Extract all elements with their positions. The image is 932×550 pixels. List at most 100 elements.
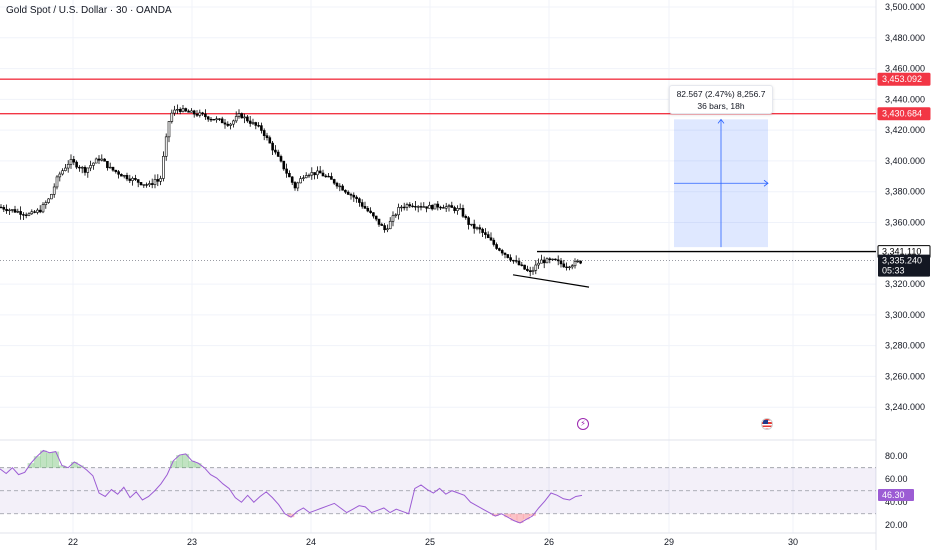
candle: [346, 191, 350, 195]
candle: [206, 116, 210, 120]
horizontal-levels[interactable]: 3,453.092 3,430.684 3,341.1103,335.24005:3…: [0, 72, 931, 277]
drawings[interactable]: [512, 118, 769, 288]
candle: [534, 264, 538, 271]
candle: [433, 203, 437, 210]
candle: [248, 120, 252, 124]
candle: [335, 182, 339, 187]
candle: [475, 227, 479, 229]
candle: [386, 228, 389, 231]
candle: [380, 224, 384, 226]
candle: [209, 118, 213, 121]
candle: [478, 227, 482, 230]
time-tick-label: 29: [664, 537, 674, 547]
candle: [83, 167, 87, 173]
candle: [36, 209, 39, 213]
price-axis[interactable]: 3,500.000 3,480.000 3,460.000 3,440.000 3,42…: [885, 2, 925, 412]
price-tick-label: 3,320.000: [885, 279, 925, 289]
candle: [150, 183, 154, 185]
candle: [369, 210, 372, 213]
candle: [262, 130, 266, 136]
grid: [0, 0, 877, 550]
candle: [243, 116, 246, 119]
candle: [414, 206, 417, 208]
candle: [134, 178, 137, 180]
candle: [366, 208, 370, 212]
candle: [349, 194, 353, 196]
candle: [218, 118, 221, 120]
candle: [288, 173, 291, 178]
rsi-tick-label: 40.00: [885, 497, 908, 507]
trendline[interactable]: [512, 274, 590, 288]
candle: [159, 178, 162, 182]
candle: [89, 165, 92, 169]
candle: [173, 109, 176, 114]
candle: [506, 254, 510, 258]
candle: [310, 172, 314, 176]
candle: [405, 204, 409, 208]
candle-series[interactable]: [0, 104, 582, 277]
candle: [260, 125, 263, 131]
us-flag-icon[interactable]: [761, 418, 773, 430]
candle: [436, 203, 440, 208]
rsi-line[interactable]: [0, 449, 583, 524]
measure-horizontal-arrowhead: [763, 179, 769, 187]
candle: [78, 166, 81, 169]
candle: [156, 179, 160, 182]
candle: [145, 184, 148, 186]
candle: [444, 206, 448, 209]
candle: [374, 215, 378, 220]
time-tick-label: 26: [544, 537, 554, 547]
candle: [302, 177, 305, 179]
candle: [486, 234, 490, 239]
time-axis[interactable]: 22 23 24 25 26 29 30: [68, 537, 798, 547]
candle: [316, 170, 319, 176]
candle: [360, 202, 364, 207]
candle: [520, 264, 524, 266]
last-price-label-bg: [878, 254, 930, 277]
candle: [489, 237, 493, 241]
price-tick-label: 3,380.000: [885, 187, 925, 197]
candle: [276, 151, 280, 157]
candle: [327, 175, 330, 178]
candle: [136, 179, 140, 183]
candle: [372, 212, 375, 217]
candle: [400, 206, 403, 209]
candle: [470, 223, 473, 226]
candle: [324, 175, 328, 178]
candle: [50, 194, 53, 200]
candle: [204, 113, 207, 118]
candle: [472, 223, 476, 229]
candle: [103, 158, 106, 162]
candle: [528, 270, 532, 273]
candle: [100, 158, 104, 161]
candle: [240, 113, 244, 119]
candle: [330, 176, 333, 180]
candle: [80, 167, 84, 169]
candle: [232, 120, 235, 125]
candle: [92, 162, 95, 166]
level-price-label: 3,341.110: [882, 247, 921, 257]
rsi-pane[interactable]: 80.00 60.00 40.00 20.00 46.30: [0, 449, 914, 530]
candle: [293, 182, 297, 189]
candle: [97, 158, 101, 161]
candle: [391, 215, 395, 222]
candle: [181, 108, 185, 112]
candle: [162, 155, 165, 179]
candle: [282, 160, 286, 170]
candle: [456, 208, 459, 211]
candle: [142, 184, 146, 186]
candle: [551, 258, 554, 261]
candle: [402, 206, 406, 209]
candle: [125, 175, 129, 180]
candle: [531, 269, 535, 273]
candle: [537, 262, 540, 266]
candle: [383, 225, 386, 231]
lightning-icon[interactable]: ⚡: [577, 418, 589, 430]
candle: [274, 149, 277, 153]
measure-label: 82.567 (2.47%) 8,256.7 36 bars, 18h: [669, 85, 773, 114]
candle: [548, 258, 552, 260]
candle: [576, 260, 580, 263]
candle: [495, 244, 498, 249]
candle: [120, 173, 123, 177]
